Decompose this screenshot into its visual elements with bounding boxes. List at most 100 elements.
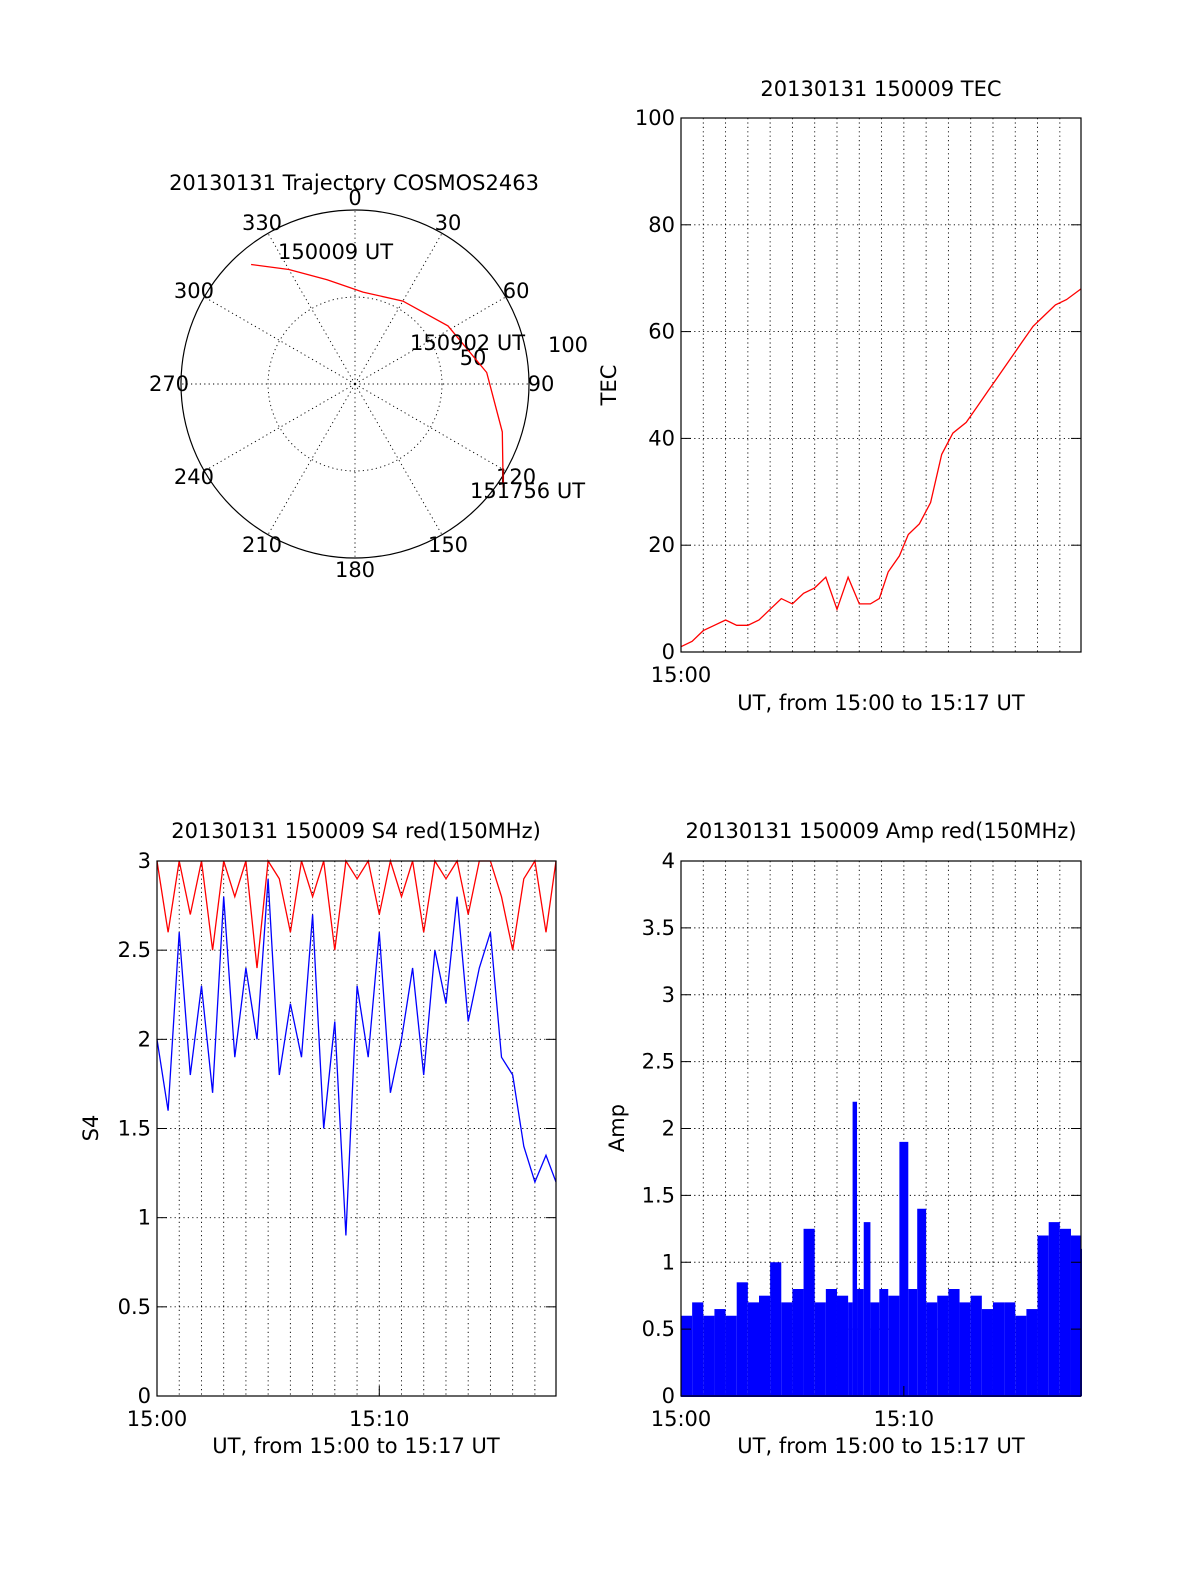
tec-grid [681,118,1081,652]
amp-bar [758,1295,771,1396]
polar-trajectory-series [251,263,504,488]
amp-bar [879,1289,889,1396]
amp-bar [992,1302,1005,1396]
azimuth-label: 210 [242,533,282,557]
series-line [680,288,1082,648]
amp-bar [917,1208,927,1396]
y-tick-label: 20 [648,533,675,557]
amp-series [681,1101,1082,1397]
amp-bar [825,1289,837,1396]
amp-bar [959,1302,971,1396]
y-tick-label: 0.5 [642,1317,675,1341]
y-tick-label: 4 [662,849,675,873]
polar-trajectory-panel: 20130131 Trajectory COSMOS2463 0 30 60 9… [149,171,588,582]
amp-bar [692,1302,704,1396]
polar-grid [181,210,529,558]
s4-title: 20130131 150009 S4 red(150MHz) [171,819,541,843]
azimuth-label: 30 [435,211,462,235]
amp-bar [926,1302,938,1396]
azimuth-label: 180 [335,558,375,582]
amp-bar [908,1289,918,1396]
s4-series [156,858,557,1236]
y-tick-label: 2 [138,1027,151,1051]
amp-bar [803,1228,815,1396]
y-tick-label: 60 [648,320,675,344]
amp-bar [814,1302,826,1396]
y-tick-label: 0 [138,1384,151,1408]
s4-y-axis-label: S4 [79,1115,103,1142]
y-tick-label: 100 [635,106,675,130]
y-tick-label: 0 [662,640,675,664]
trajectory-line [251,263,504,488]
amp-bar [725,1315,737,1396]
x-tick-label: 15:00 [651,663,712,687]
amp-bar [736,1282,748,1396]
amp-bar [870,1302,880,1396]
amp-bar [836,1295,849,1396]
amp-bar [770,1262,782,1396]
trajectory-mid-annotation: 150902 UT [410,331,525,355]
amp-bar [857,1289,864,1396]
s4-x-axis-label: UT, from 15:00 to 15:17 UT [212,1434,500,1458]
azimuth-label: 300 [174,279,214,303]
s4-grid [157,861,556,1396]
amp-panel: 20130131 150009 Amp red(150MHz) 0 0.5 1 1.5… [605,819,1082,1458]
y-tick-label: 1 [662,1250,675,1274]
x-tick-label: 15:10 [349,1407,410,1431]
polar-grid-spoke [204,383,356,472]
amp-bar [1037,1235,1049,1396]
s4-ticks: 0 0.5 1 1.5 2 2.5 3 15:00 15:10 [118,849,556,1431]
polar-outer-circle [180,209,530,559]
amp-bar [863,1222,871,1396]
azimuth-label: 60 [503,279,530,303]
y-tick-label: 1.5 [642,1183,675,1207]
amp-bar [948,1289,960,1396]
y-tick-label: 80 [648,213,675,237]
amp-x-axis-label: UT, from 15:00 to 15:17 UT [737,1434,1025,1458]
s4-panel: 20130131 150009 S4 red(150MHz) 0 0.5 1 1.5 2… [79,819,557,1458]
y-tick-label: 0 [662,1384,675,1408]
y-tick-label: 40 [648,426,675,450]
amp-y-axis-label: Amp [605,1104,629,1152]
amp-bar [1048,1222,1060,1396]
y-tick-label: 1 [138,1206,151,1230]
polar-grid-spoke [354,383,506,472]
tec-plot-frame [680,117,1082,653]
tec-title: 20130131 150009 TEC [760,77,1001,101]
tec-series [680,288,1082,648]
amp-bar [1026,1309,1038,1396]
amp-bar [747,1302,759,1396]
polar-title: 20130131 Trajectory COSMOS2463 [169,171,539,195]
amp-bar [970,1295,982,1396]
y-tick-label: 2.5 [642,1050,675,1074]
tec-panel: 20130131 150009 TEC 0 20 40 60 80 100 15:00 UT… [597,77,1082,715]
azimuth-label: 90 [528,372,555,396]
x-tick-label: 15:00 [127,1407,188,1431]
azimuth-label: 240 [174,465,214,489]
y-tick-label: 2 [662,1117,675,1141]
y-tick-label: 3 [662,983,675,1007]
trajectory-end-annotation: 151756 UT [470,479,585,503]
azimuth-label: 330 [242,211,282,235]
amp-bar [888,1295,900,1396]
amp-bar [714,1309,726,1396]
azimuth-label: 0 [348,186,361,210]
amp-bar [899,1141,909,1396]
y-tick-label: 3 [138,849,151,873]
y-tick-label: 2.5 [118,938,151,962]
polar-grid-ring [267,296,443,472]
tec-y-axis-label: TEC [597,365,621,407]
y-tick-label: 1.5 [118,1117,151,1141]
polar-azimuth-labels: 0 30 60 90 120 150 180 210 240 270 300 3… [149,186,554,582]
amp-bar [1070,1235,1081,1396]
amp-bar [1004,1302,1016,1396]
amp-bar [681,1315,693,1396]
trajectory-start-annotation: 150009 UT [278,240,393,264]
series-line [156,858,557,969]
amp-bar [1059,1228,1071,1396]
amp-bar [981,1309,993,1396]
tec-x-axis-label: UT, from 15:00 to 15:17 UT [737,691,1025,715]
y-tick-label: 3.5 [642,916,675,940]
x-tick-label: 15:00 [651,1407,712,1431]
